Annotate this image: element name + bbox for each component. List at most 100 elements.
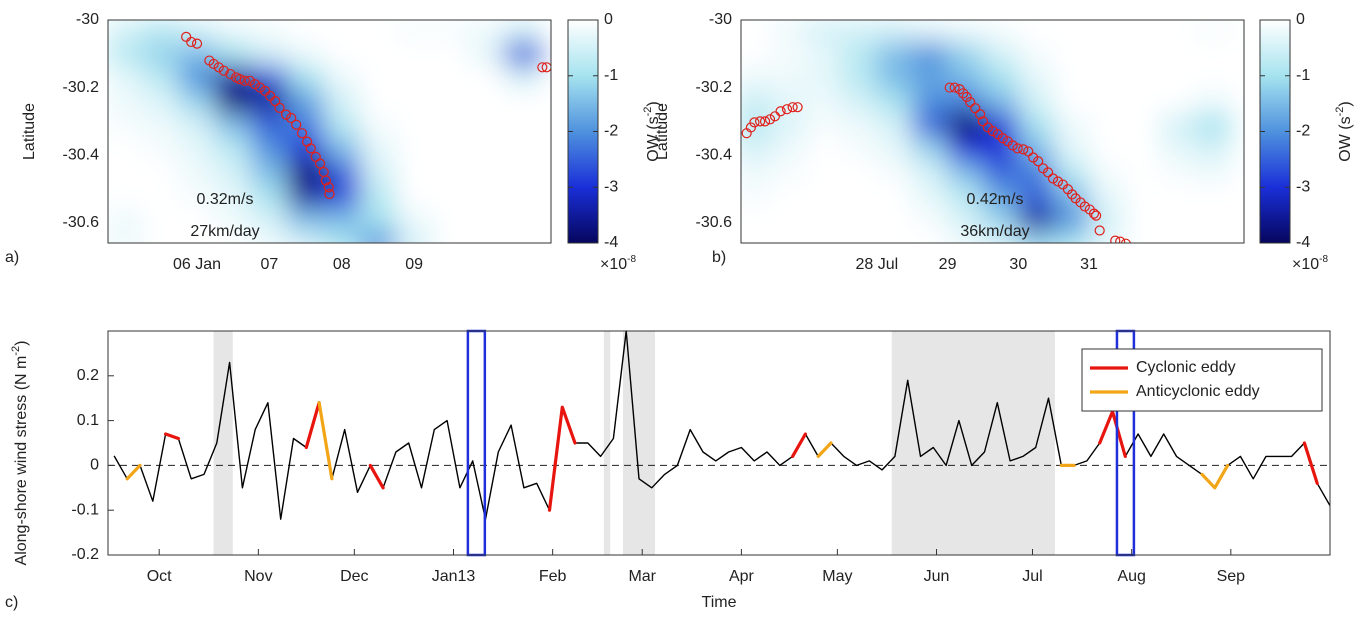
eddy-center bbox=[1115, 236, 1126, 243]
colorbar-label: OW (s-2) bbox=[1334, 101, 1354, 161]
shaded-span bbox=[891, 331, 1055, 555]
heatmap-cell bbox=[215, 207, 252, 232]
heatmap-cell bbox=[982, 20, 1019, 43]
heatmap-cell bbox=[876, 160, 913, 185]
heatmap-cell bbox=[876, 65, 913, 90]
heatmap-cell bbox=[770, 136, 807, 161]
heatmap-cell bbox=[806, 89, 842, 114]
heatmap-cell bbox=[841, 207, 878, 232]
eddy-center bbox=[745, 122, 757, 133]
eddy-center bbox=[781, 104, 793, 115]
eddy-center bbox=[1052, 176, 1064, 187]
eddy-center bbox=[320, 175, 331, 186]
panel-label: b) bbox=[712, 249, 726, 266]
colorbar-tick-label: -2 bbox=[604, 123, 618, 140]
heatmap-cell bbox=[741, 136, 772, 161]
heatmap-cell bbox=[287, 112, 325, 138]
heatmap-cell bbox=[1195, 207, 1232, 232]
y-tick-label: -30 bbox=[76, 11, 99, 28]
heatmap-cell bbox=[1159, 112, 1196, 138]
heatmap-cell bbox=[947, 112, 984, 138]
heatmap-cell bbox=[876, 231, 913, 243]
heatmap-cell bbox=[323, 89, 361, 114]
heatmap-cell bbox=[359, 89, 397, 114]
heatmap-cell bbox=[912, 65, 949, 90]
eddy-center bbox=[1033, 156, 1044, 167]
label-part: OW (s bbox=[1337, 116, 1354, 161]
heatmap-cell bbox=[770, 207, 807, 232]
eddy-center bbox=[1094, 225, 1105, 236]
heatmap-cell bbox=[741, 20, 772, 43]
label-part: Latitude bbox=[654, 103, 671, 160]
heatmap-cell bbox=[468, 231, 506, 243]
eddy-center bbox=[305, 143, 316, 154]
heatmap-cell bbox=[396, 136, 433, 161]
heatmap-cell bbox=[876, 183, 913, 209]
heatmap-cell bbox=[178, 183, 216, 209]
heatmap-cell bbox=[1124, 136, 1161, 161]
heatmap-cell bbox=[947, 136, 984, 161]
heatmap-cell bbox=[1159, 160, 1196, 185]
colorbar-tick-label: -4 bbox=[1296, 234, 1310, 251]
heatmap-cell bbox=[432, 207, 469, 232]
heatmap-cell bbox=[876, 112, 913, 138]
highlight-box bbox=[466, 329, 487, 557]
label-part: ) bbox=[645, 101, 662, 106]
annotation: 0.32m/s bbox=[197, 191, 254, 208]
heatmap-cell bbox=[912, 112, 949, 138]
eddy-center bbox=[280, 109, 292, 120]
heatmap-cell bbox=[1089, 41, 1125, 67]
x-tick-label: Jun bbox=[924, 568, 950, 585]
eddy-center bbox=[537, 62, 548, 73]
plot-frame bbox=[740, 19, 1245, 244]
heatmap-cell bbox=[108, 183, 144, 209]
heatmap-cell bbox=[841, 89, 878, 114]
heatmap-cell bbox=[876, 41, 913, 67]
heatmap-cell bbox=[1053, 65, 1090, 90]
heatmap-cell bbox=[947, 160, 984, 185]
heatmap-cell bbox=[1089, 231, 1125, 243]
heatmap-cell bbox=[142, 231, 180, 243]
heatmap-cell bbox=[1159, 136, 1196, 161]
heatmap-cell bbox=[1089, 112, 1125, 138]
heatmap-cells bbox=[741, 20, 1232, 243]
colorbar-multiplier: ×10-8 bbox=[1292, 254, 1328, 273]
x-tick-label: 07 bbox=[261, 256, 279, 273]
heatmap-cell bbox=[468, 136, 506, 161]
heatmap bbox=[108, 20, 551, 243]
heatmap-cell bbox=[770, 20, 807, 43]
eddy-center bbox=[975, 109, 986, 120]
y-tick-label: -30.6 bbox=[696, 214, 733, 231]
heatmap-cell bbox=[1018, 160, 1055, 185]
y-tick-label: 0.1 bbox=[77, 412, 99, 429]
heatmap-cell bbox=[1195, 160, 1232, 185]
heatmap-cell bbox=[876, 89, 913, 114]
colorbar-tick-label: -4 bbox=[604, 234, 618, 251]
annotation: 36km/day bbox=[960, 223, 1029, 240]
eddy-center bbox=[324, 188, 335, 200]
heatmap-cell bbox=[1159, 41, 1196, 67]
heatmap-cell bbox=[876, 136, 913, 161]
colorbar-tick-label: -2 bbox=[1296, 123, 1310, 140]
heatmap-cell bbox=[504, 207, 542, 232]
heatmap-cell bbox=[108, 89, 144, 114]
x-axis-label: Time bbox=[702, 594, 737, 611]
eddy-center bbox=[949, 82, 960, 93]
exponent: -8 bbox=[627, 254, 636, 265]
heatmap-cell bbox=[215, 183, 252, 209]
heatmap-cell bbox=[1053, 89, 1090, 114]
heatmap-cell bbox=[806, 183, 842, 209]
heatmap-cell bbox=[1053, 231, 1090, 243]
heatmap-cell bbox=[504, 41, 542, 67]
heatmap-cell bbox=[1195, 231, 1232, 243]
y-axis-label: Along-shore wind stress (N m-2) bbox=[10, 341, 30, 566]
heatmap-cell bbox=[806, 160, 842, 185]
heatmap-cell bbox=[806, 112, 842, 138]
heatmap-cell bbox=[142, 136, 180, 161]
heatmap-cell bbox=[359, 41, 397, 67]
label-part: OW (s bbox=[645, 116, 662, 161]
heatmap-cell bbox=[251, 89, 289, 114]
x-tick-label: Aug bbox=[1117, 568, 1145, 585]
eddy-center bbox=[1023, 146, 1034, 157]
heatmap-cell bbox=[1124, 112, 1161, 138]
